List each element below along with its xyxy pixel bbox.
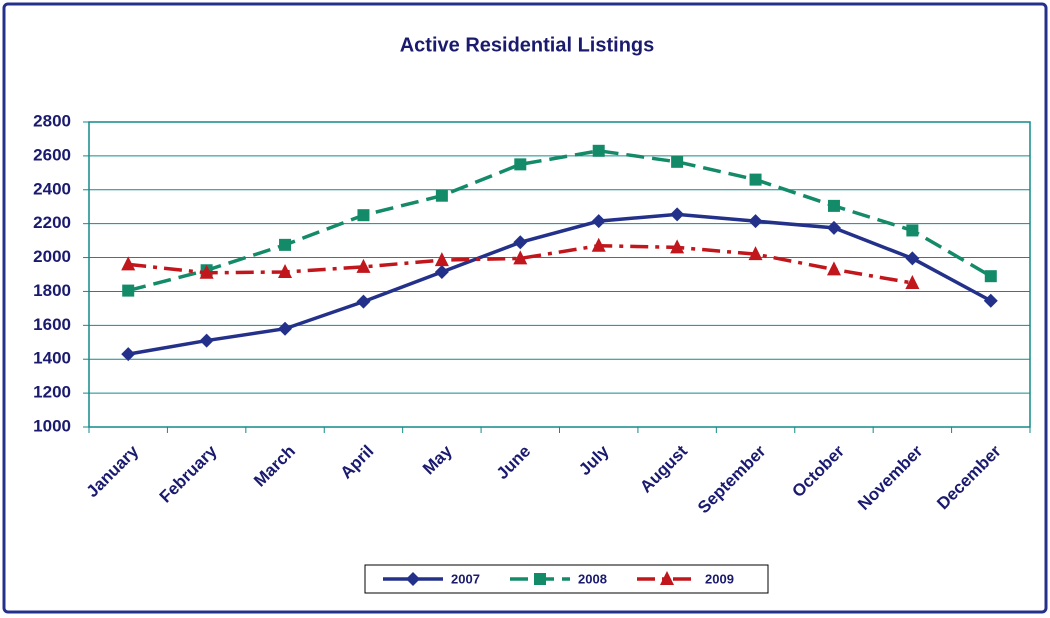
marker — [905, 251, 920, 266]
y-tick-label: 2400 — [33, 179, 71, 198]
legend-label: 2007 — [451, 571, 480, 586]
y-tick-label: 2600 — [33, 145, 71, 164]
series-line — [128, 243, 913, 285]
marker — [356, 294, 371, 309]
y-tick-label: 1200 — [33, 383, 71, 402]
marker — [435, 189, 448, 202]
series-line — [127, 212, 992, 356]
marker — [514, 158, 527, 171]
y-tick-label: 2800 — [33, 111, 71, 130]
marker — [279, 238, 292, 251]
legend-marker — [406, 572, 420, 586]
marker — [906, 224, 919, 237]
marker — [121, 347, 136, 362]
marker — [670, 207, 685, 222]
marker — [591, 237, 606, 252]
y-tick-label: 1400 — [33, 349, 71, 368]
chart-title: Active Residential Listings — [400, 34, 655, 56]
marker — [434, 252, 449, 267]
marker — [278, 263, 293, 278]
marker — [121, 256, 136, 271]
y-tick-label: 1600 — [33, 315, 71, 334]
marker — [592, 144, 605, 157]
marker — [905, 274, 920, 289]
marker — [748, 214, 763, 229]
marker — [983, 293, 998, 308]
marker — [984, 270, 997, 283]
marker — [749, 173, 762, 186]
marker — [122, 284, 135, 297]
legend-marker — [660, 571, 674, 585]
series-line — [127, 149, 992, 293]
y-tick-label: 2000 — [33, 247, 71, 266]
marker — [591, 214, 606, 229]
legend-marker — [534, 573, 546, 585]
marker — [357, 209, 370, 222]
marker — [199, 264, 214, 279]
marker — [827, 199, 840, 212]
marker — [826, 220, 841, 235]
marker — [513, 235, 528, 250]
marker — [826, 261, 841, 276]
marker — [513, 250, 528, 265]
marker — [278, 321, 293, 336]
y-tick-label: 1800 — [33, 281, 71, 300]
marker — [434, 264, 449, 279]
y-tick-label: 2200 — [33, 213, 71, 232]
legend-label: 2009 — [705, 571, 734, 586]
marker — [671, 155, 684, 168]
marker — [356, 258, 371, 273]
legend-label: 2008 — [578, 571, 607, 586]
marker — [199, 333, 214, 348]
marker — [670, 239, 685, 254]
marker — [748, 246, 763, 261]
y-tick-label: 1000 — [33, 416, 71, 435]
